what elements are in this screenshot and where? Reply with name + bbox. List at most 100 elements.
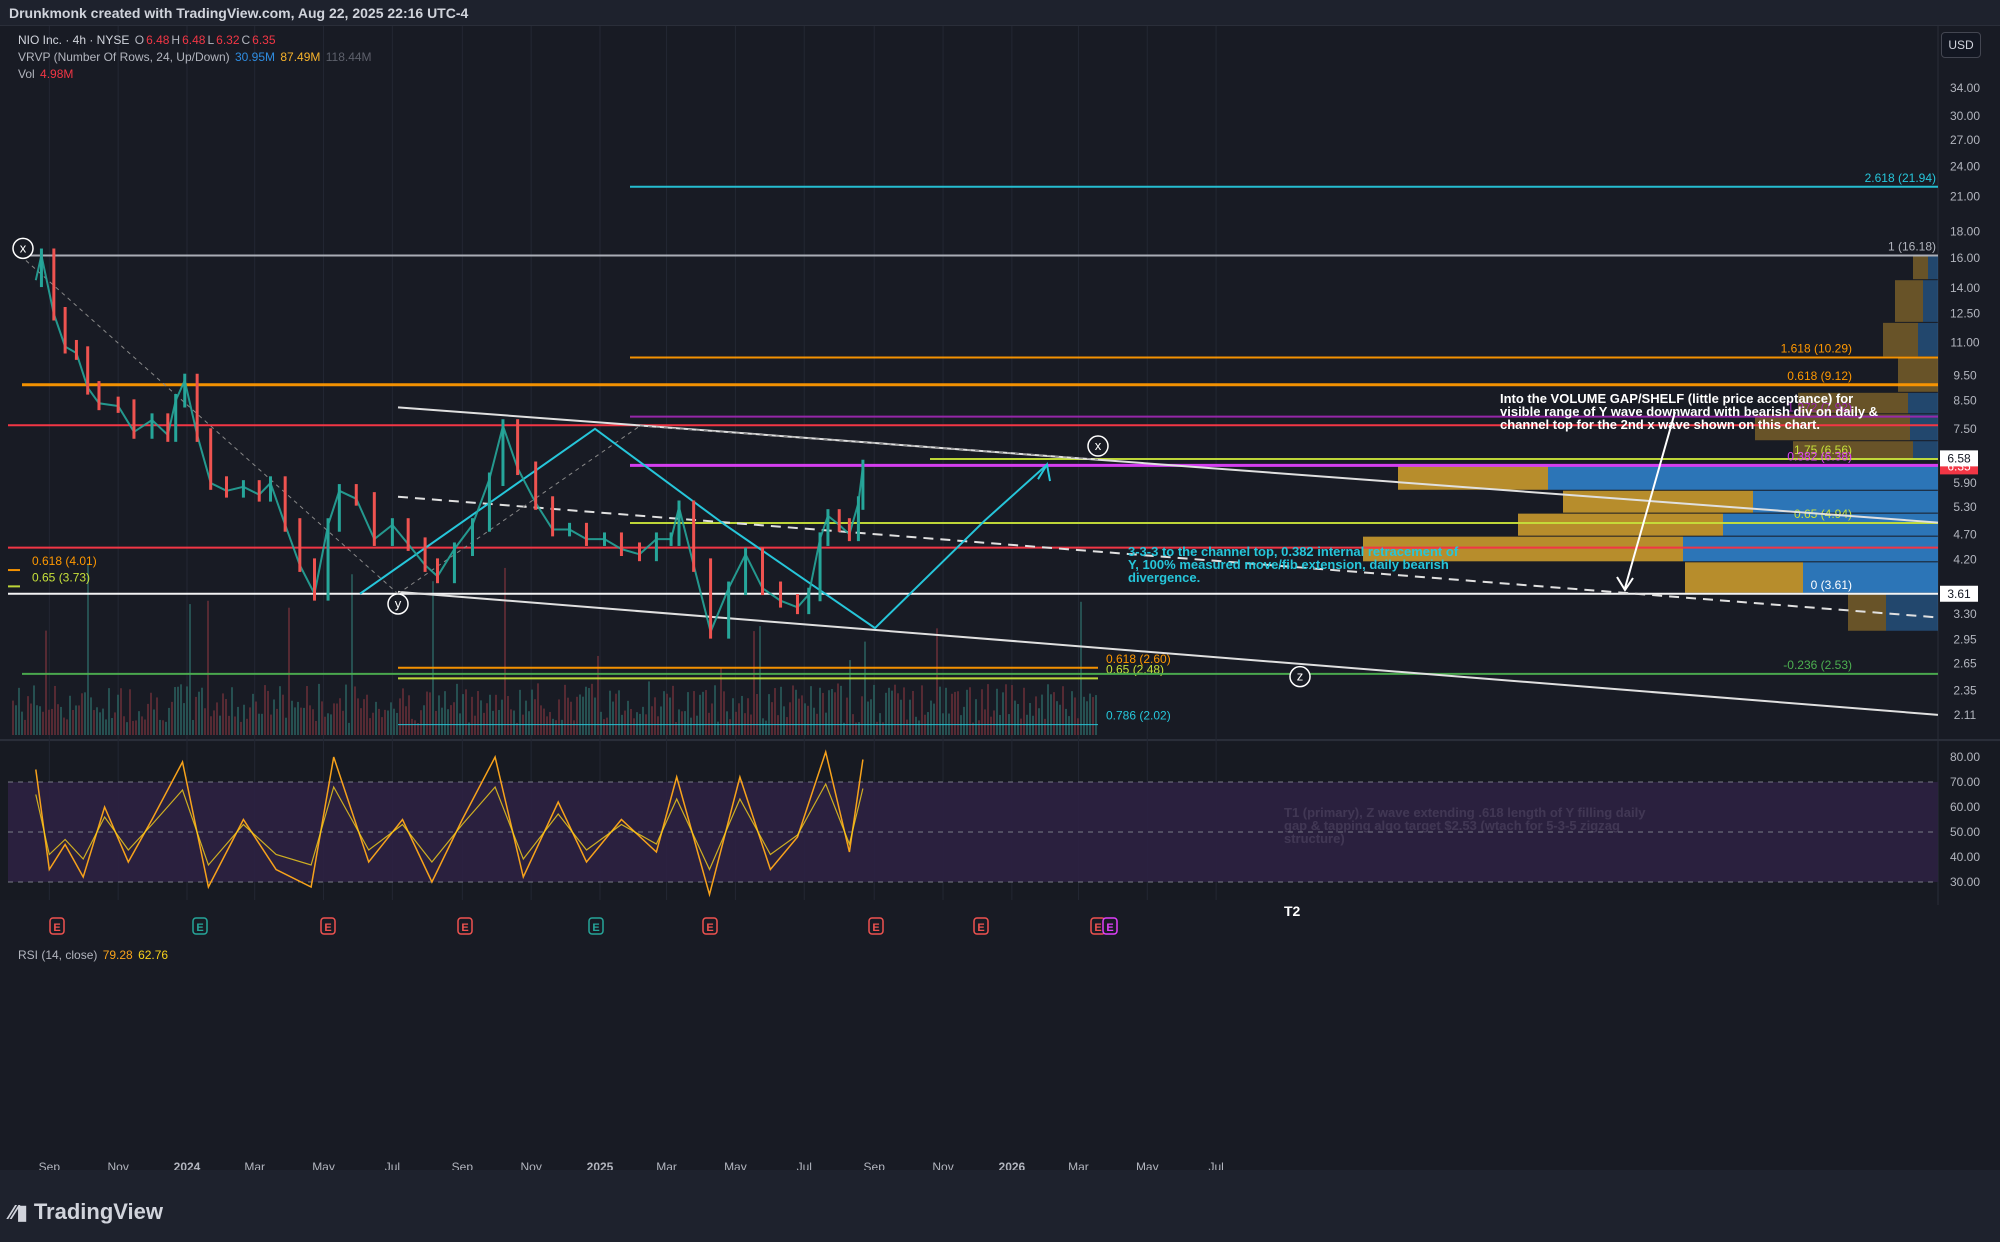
volume-bar [351, 574, 353, 735]
volume-bar [207, 600, 209, 735]
currency-button[interactable]: USD [1941, 32, 1981, 58]
volume-bar [558, 699, 560, 735]
vrvp-down: 87.49M [280, 50, 321, 64]
volume-bar [516, 722, 518, 735]
volume-bar [504, 567, 506, 735]
rsi-tick-label: 30.00 [1950, 875, 1980, 889]
volume-bar [489, 694, 491, 735]
volume-bar [771, 702, 773, 735]
volume-bar [39, 706, 41, 735]
volume-bar [609, 690, 611, 735]
volume-bar [876, 721, 878, 735]
volume-bar [105, 719, 107, 735]
fib-level-label: 2.618 (21.94) [1865, 171, 1936, 185]
channel-mid-line [397, 495, 1939, 619]
volume-bar [1005, 684, 1007, 735]
volume-bar [312, 709, 314, 735]
volume-bar [264, 685, 266, 735]
volume-bar [666, 693, 668, 735]
volume-bar [642, 706, 644, 735]
rsi-line [35, 749, 864, 898]
volume-bar [1002, 692, 1004, 735]
volume-bar [564, 684, 566, 735]
volume-bar [474, 715, 476, 735]
volume-bar [1047, 684, 1049, 735]
volume-bar [918, 720, 920, 735]
volume-bar [774, 688, 776, 735]
volume-bar [972, 722, 974, 735]
ohlc-key: O [134, 33, 145, 47]
volume-bar [672, 685, 674, 735]
earnings-marker-label: E [977, 922, 984, 934]
volume-bar [279, 686, 281, 735]
volume-bar [249, 707, 251, 735]
volume-bar [957, 691, 959, 735]
volume-bar [660, 706, 662, 735]
volume-bar [891, 690, 893, 735]
volume-legend[interactable]: Vol 4.98M [18, 67, 75, 81]
volume-bar [147, 703, 149, 735]
volume-bar [12, 700, 14, 735]
volume-bar [99, 712, 101, 735]
volume-bar [843, 722, 845, 735]
volume-bar [759, 626, 761, 735]
volume-bar [828, 690, 830, 735]
time-axis-bg [0, 905, 2000, 927]
volume-bar [309, 705, 311, 735]
volume-bar [183, 703, 185, 735]
earnings-marker [588, 917, 604, 935]
volume-bar [894, 684, 896, 735]
volume-bar [603, 719, 605, 735]
volume-bar [903, 687, 905, 735]
volume-bar [684, 711, 686, 735]
volume-bar [606, 717, 608, 735]
volume-bar [195, 696, 197, 735]
rsi-tick-label: 70.00 [1950, 775, 1980, 789]
volume-bar [837, 683, 839, 735]
tradingview-logo[interactable]: ⁄⁄▮ TradingView [10, 1199, 163, 1225]
volume-bar [321, 701, 323, 735]
volume-profile-up-bar [1803, 562, 1938, 593]
volume-bar [537, 683, 539, 735]
volume-bar [393, 708, 395, 735]
volume-bar [498, 709, 500, 735]
volume-bar [144, 719, 146, 735]
volume-profile-up-bar [1928, 255, 1938, 280]
volume-bar [381, 717, 383, 735]
channel-top-line [397, 406, 1939, 524]
fib-level-label: 0.618 (2.60) [1106, 652, 1171, 666]
volume-bar [282, 694, 284, 735]
symbol-legend[interactable]: NIO Inc. · 4h · NYSE O 6.48 H 6.48 L 6.32 C 6.3… [18, 33, 280, 47]
vrvp-up: 30.95M [234, 50, 276, 64]
volume-profile-down-bar [1793, 441, 1913, 461]
volume-profile-up-bar [1753, 490, 1938, 513]
volume-bar [933, 703, 935, 735]
volume-bar [1029, 703, 1031, 735]
volume-bar [288, 607, 290, 735]
volume-bar [717, 721, 719, 735]
volume-bar [792, 685, 794, 735]
volume-bar [483, 712, 485, 735]
volume-bar [1074, 697, 1076, 735]
volume-profile-up-bar [1908, 392, 1938, 414]
volume-bar [267, 690, 269, 735]
vrvp-legend[interactable]: VRVP (Number Of Rows, 24, Up/Down) 30.95… [18, 50, 374, 64]
earnings-marker-label: E [461, 922, 468, 934]
volume-bar [681, 711, 683, 735]
earnings-marker-label: E [1094, 922, 1101, 934]
price-tick-label: 12.50 [1950, 307, 1980, 321]
fib-level-label: 0.65 (3.73) [32, 570, 90, 584]
volume-bar [840, 685, 842, 735]
volume-bar [54, 685, 56, 735]
ohlc-key: H [171, 33, 181, 47]
volume-bar [120, 688, 122, 735]
volume-bar [1092, 697, 1094, 735]
volume-bar [336, 703, 338, 735]
volume-bar [444, 691, 446, 735]
earnings-marker-label: E [592, 922, 599, 934]
volume-bar [744, 713, 746, 735]
rsi-legend[interactable]: RSI (14, close) 79.28 62.76 [18, 948, 170, 962]
marked-price-label: 3.61 [1947, 587, 1971, 601]
